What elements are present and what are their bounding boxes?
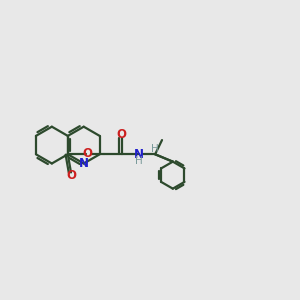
- Text: O: O: [82, 147, 92, 160]
- Text: N: N: [134, 148, 144, 161]
- Text: O: O: [116, 128, 127, 141]
- Text: H: H: [135, 156, 143, 166]
- Text: O: O: [66, 169, 76, 182]
- Text: H: H: [151, 144, 159, 154]
- Text: N: N: [79, 157, 89, 170]
